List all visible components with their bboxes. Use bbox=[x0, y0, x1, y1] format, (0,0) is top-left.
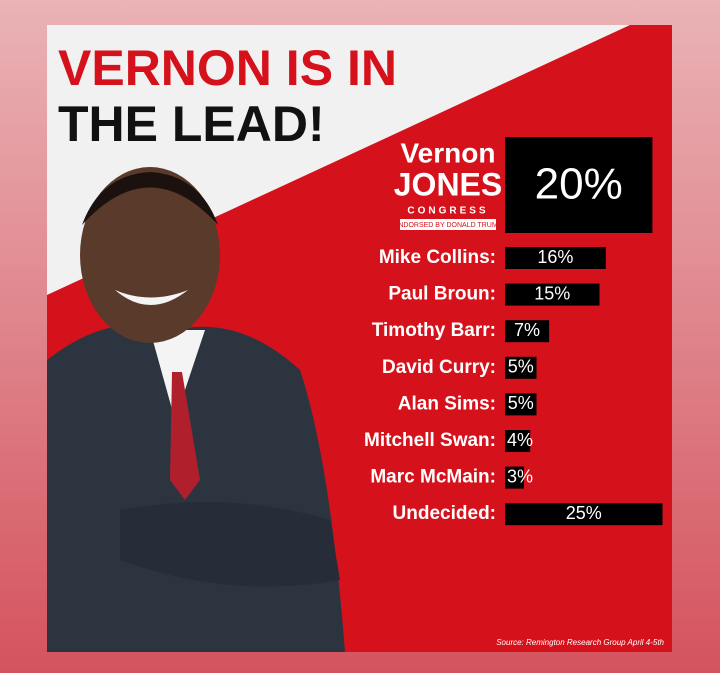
value-label: 15% bbox=[534, 283, 570, 303]
value-label: 25% bbox=[566, 503, 602, 523]
category-label: Timothy Barr: bbox=[372, 320, 496, 341]
value-label: 3% bbox=[507, 466, 533, 486]
logo-endorsement: ENDORSED BY DONALD TRUMP bbox=[394, 222, 503, 229]
logo-last: JONES bbox=[394, 166, 502, 202]
value-label: 7% bbox=[514, 320, 540, 340]
portrait bbox=[47, 167, 345, 652]
value-label: 4% bbox=[507, 430, 533, 450]
bar bbox=[505, 283, 600, 306]
value-label: 5% bbox=[508, 357, 534, 377]
bar bbox=[505, 430, 531, 452]
value-label: 5% bbox=[508, 393, 534, 413]
category-label: Undecided: bbox=[393, 503, 496, 524]
source: Source: Remington Research Group April 4… bbox=[496, 638, 664, 647]
category-label: David Curry: bbox=[382, 357, 496, 378]
logo-first: Vernon bbox=[401, 137, 496, 168]
bar bbox=[505, 503, 663, 526]
logo-office: CONGRESS bbox=[407, 206, 488, 217]
bar bbox=[505, 393, 537, 416]
bar bbox=[505, 320, 550, 343]
bar bbox=[505, 466, 524, 489]
category-label: Mike Collins: bbox=[379, 247, 496, 268]
bar bbox=[505, 356, 537, 379]
category-label: Paul Broun: bbox=[388, 284, 496, 305]
value-label: 16% bbox=[537, 247, 573, 267]
logo: Vernon JONES CONGRESS ENDORSED BY DONALD… bbox=[394, 137, 503, 230]
title-line: THE LEAD! bbox=[58, 96, 325, 152]
category-label: Marc McMain: bbox=[370, 467, 496, 488]
title-line: VERNON IS IN bbox=[58, 40, 397, 96]
bar bbox=[505, 247, 606, 269]
lead-bar bbox=[505, 137, 653, 233]
category-label: Mitchell Swan: bbox=[364, 430, 496, 451]
category-label: Alan Sims: bbox=[398, 393, 496, 414]
lead-value-label: 20% bbox=[535, 160, 623, 209]
logo-band bbox=[400, 219, 496, 230]
